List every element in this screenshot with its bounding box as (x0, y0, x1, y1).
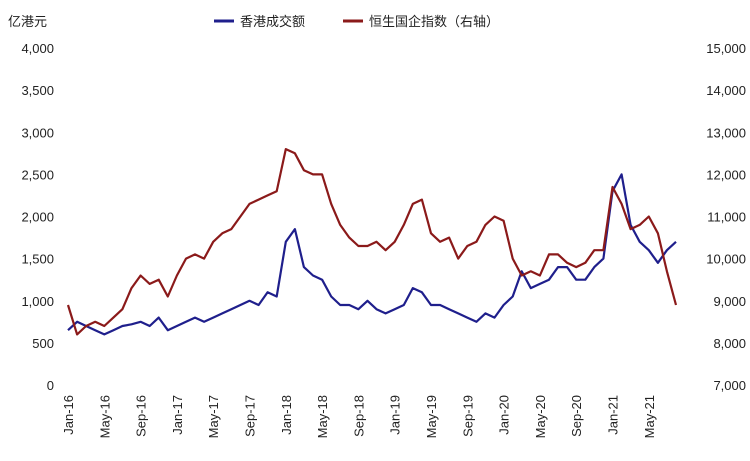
left-tick-label: 1,500 (21, 252, 54, 267)
x-axis-ticks: Jan-16 May-16 Sep-16 Jan-17 May-17 Sep-17 Jan-… (61, 395, 657, 438)
x-tick-label: May-20 (533, 395, 548, 438)
x-tick-label: Sep-19 (460, 395, 475, 437)
x-tick-label: Sep-16 (134, 395, 149, 437)
x-tick-label: May-19 (424, 395, 439, 438)
series-line-hk-turnover (67, 173, 677, 336)
x-tick-label: May-21 (642, 395, 657, 438)
right-tick-label: 15,000 (706, 41, 746, 56)
left-tick-label: 500 (32, 336, 54, 351)
right-axis-ticks: 7,000 8,000 9,000 10,000 11,000 12,000 13,000 1… (706, 41, 746, 393)
right-tick-label: 12,000 (706, 167, 746, 182)
legend-label-hk-turnover: 香港成交额 (240, 14, 305, 30)
left-tick-label: 2,000 (21, 210, 54, 225)
x-tick-label: Jan-16 (61, 395, 76, 435)
right-tick-label: 13,000 (706, 125, 746, 140)
x-tick-label: Jan-18 (279, 395, 294, 435)
plot-area (66, 148, 678, 336)
x-tick-label: Jan-19 (388, 395, 403, 435)
x-tick-label: Sep-20 (569, 395, 584, 437)
legend: 香港成交额 恒生国企指数（右轴） (214, 14, 499, 30)
right-tick-label: 11,000 (707, 210, 746, 225)
x-tick-label: Jan-21 (605, 395, 620, 435)
x-tick-label: May-16 (97, 395, 112, 438)
x-tick-label: Sep-17 (242, 395, 257, 437)
x-tick-label: May-18 (315, 395, 330, 438)
series-line-hscei (66, 148, 678, 336)
x-tick-label: May-17 (206, 395, 221, 438)
right-tick-label: 14,000 (706, 83, 746, 98)
left-axis-ticks: 0 500 1,000 1,500 2,000 2,500 3,000 3,500 4,000 (21, 41, 54, 393)
x-tick-label: Sep-18 (351, 395, 366, 437)
right-tick-label: 9,000 (713, 294, 746, 309)
legend-label-hscei: 恒生国企指数（右轴） (369, 14, 499, 30)
left-axis-unit-label: 亿港元 (8, 15, 47, 30)
left-tick-label: 4,000 (21, 41, 54, 56)
right-tick-label: 8,000 (713, 336, 746, 351)
left-tick-label: 2,500 (21, 167, 54, 182)
left-tick-label: 3,500 (21, 83, 54, 98)
right-tick-label: 10,000 (706, 252, 746, 267)
left-tick-label: 0 (47, 378, 54, 393)
x-tick-label: Jan-20 (497, 395, 512, 435)
left-tick-label: 3,000 (21, 125, 54, 140)
left-tick-label: 1,000 (21, 294, 54, 309)
x-tick-label: Jan-17 (170, 395, 185, 435)
right-tick-label: 7,000 (713, 378, 746, 393)
